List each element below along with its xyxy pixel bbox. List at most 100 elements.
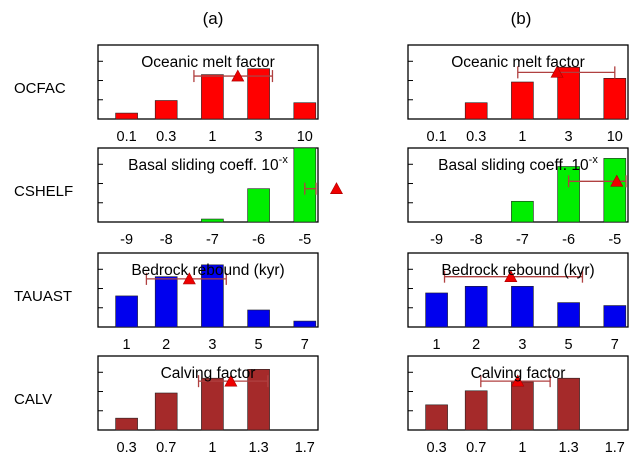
x-tick-label: 5 — [565, 337, 573, 353]
bar — [464, 285, 488, 328]
x-tick-label: 0.3 — [427, 440, 447, 456]
parameter-label: OCFAC — [14, 80, 66, 97]
panel-title: Basal sliding coeff. 10-x — [128, 154, 288, 174]
bar — [115, 112, 138, 120]
bar — [425, 404, 448, 431]
parameter-label: TAUAST — [14, 288, 72, 305]
bar — [557, 66, 580, 120]
bar — [557, 377, 580, 431]
x-tick-label: 1.3 — [249, 440, 269, 456]
mean-marker — [224, 374, 238, 387]
panel-title: Bedrock rebound (kyr) — [441, 262, 594, 279]
panel-title: Calving factor — [161, 365, 256, 382]
panel-title-text: Basal sliding coeff. 10 — [128, 157, 279, 174]
mean-marker — [231, 69, 245, 82]
x-tick-label: 1.7 — [295, 440, 315, 456]
x-tick-label: 2 — [162, 337, 170, 353]
chart-panel: Bedrock rebound (kyr) 1 2 3 5 7 — [97, 252, 319, 353]
bar — [201, 218, 224, 223]
bar — [247, 68, 270, 120]
bar — [247, 309, 270, 328]
panel-title: Basal sliding coeff. 10-x — [438, 154, 598, 174]
bar — [115, 417, 138, 431]
x-tick-label: 1 — [433, 337, 441, 353]
x-tick-label: 0.1 — [117, 129, 137, 145]
chart-panel: Calving factor 0.3 0.7 1 1.3 1.7 — [407, 355, 629, 456]
x-tick-label: -5 — [608, 232, 621, 248]
x-tick-label: 3 — [208, 337, 216, 353]
bar — [557, 302, 580, 328]
bar — [247, 369, 270, 431]
x-tick-label: 10 — [297, 129, 313, 145]
x-tick-label: 3 — [255, 129, 263, 145]
bar — [603, 158, 627, 223]
bar — [425, 292, 448, 328]
x-tick-label: 1.3 — [559, 440, 579, 456]
panel-title: Oceanic melt factor — [141, 54, 275, 71]
x-tick-label: 1 — [518, 440, 526, 456]
mean-marker — [610, 174, 624, 187]
mean-marker — [329, 182, 343, 194]
panel-title-text: Oceanic melt factor — [141, 54, 275, 71]
bar — [201, 377, 224, 431]
bar — [603, 305, 627, 328]
bar — [201, 74, 224, 120]
parameter-label: CSHELF — [14, 183, 73, 200]
x-tick-label: -9 — [430, 232, 443, 248]
x-tick-label: -6 — [252, 232, 265, 248]
bar — [115, 295, 138, 328]
x-tick-label: 0.1 — [427, 129, 447, 145]
bar — [154, 276, 178, 328]
column-label: (b) — [511, 9, 532, 28]
panel-title-text: Calving factor — [161, 365, 256, 382]
bar — [293, 102, 317, 120]
x-tick-label: -9 — [120, 232, 133, 248]
bar — [511, 285, 534, 328]
x-tick-label: 0.3 — [156, 129, 176, 145]
bar — [557, 166, 580, 223]
bar — [511, 200, 534, 223]
x-tick-label: 5 — [255, 337, 263, 353]
x-tick-label: 10 — [607, 129, 623, 145]
chart-panel: Calving factor 0.3 0.7 1 1.3 1.7 — [97, 355, 319, 456]
bar — [603, 78, 627, 120]
x-tick-label: 1.7 — [605, 440, 625, 456]
panel-title-superscript: -x — [279, 154, 289, 166]
panel-title-text: Bedrock rebound (kyr) — [441, 262, 594, 279]
x-tick-label: 0.7 — [466, 440, 486, 456]
x-tick-label: -6 — [562, 232, 575, 248]
chart-panel: Oceanic melt factor 0.1 0.3 1 3 10 — [407, 44, 629, 145]
mean-marker — [511, 374, 525, 387]
panel-title-text: Oceanic melt factor — [451, 54, 585, 71]
x-tick-label: -7 — [206, 232, 219, 248]
x-tick-label: 3 — [518, 337, 526, 353]
panel-title-text: Basal sliding coeff. 10 — [438, 157, 589, 174]
panel-title: Oceanic melt factor — [451, 54, 585, 71]
panel-title-text: Calving factor — [471, 365, 566, 382]
panel-title-superscript: -x — [589, 154, 599, 166]
x-tick-label: -5 — [298, 232, 311, 248]
panel-title: Bedrock rebound (kyr) — [131, 262, 284, 279]
mean-marker — [504, 270, 518, 282]
x-tick-label: -7 — [516, 232, 529, 248]
chart-panel: Basal sliding coeff. 10-x -9 -8 -7 -6 -5 — [97, 147, 343, 248]
bar — [464, 102, 488, 120]
bar — [201, 264, 224, 328]
bar — [511, 81, 534, 120]
x-tick-label: 3 — [565, 129, 573, 145]
mean-marker — [550, 65, 564, 78]
panel-title: Calving factor — [471, 365, 566, 382]
x-tick-label: 0.7 — [156, 440, 176, 456]
bar — [247, 188, 270, 223]
x-tick-label: 2 — [472, 337, 480, 353]
x-tick-label: 0.3 — [117, 440, 137, 456]
panel-title-text: Bedrock rebound (kyr) — [131, 262, 284, 279]
x-tick-label: 0.3 — [466, 129, 486, 145]
x-tick-label: 7 — [301, 337, 309, 353]
column-label: (a) — [203, 9, 224, 28]
x-tick-label: 7 — [611, 337, 619, 353]
x-tick-label: 1 — [208, 129, 216, 145]
parameter-label: CALV — [14, 391, 52, 408]
